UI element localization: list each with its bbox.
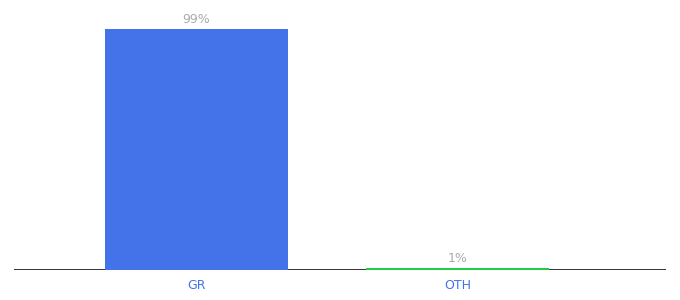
Text: OTH: OTH <box>444 278 471 292</box>
Text: 1%: 1% <box>447 252 467 265</box>
Bar <box>105 28 288 270</box>
Bar <box>366 268 549 270</box>
Text: GR: GR <box>187 278 205 292</box>
Text: 99%: 99% <box>182 13 210 26</box>
